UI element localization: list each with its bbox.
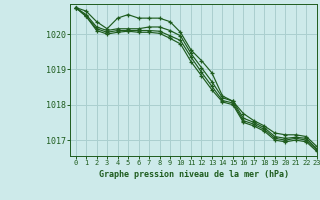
X-axis label: Graphe pression niveau de la mer (hPa): Graphe pression niveau de la mer (hPa) <box>99 170 289 179</box>
